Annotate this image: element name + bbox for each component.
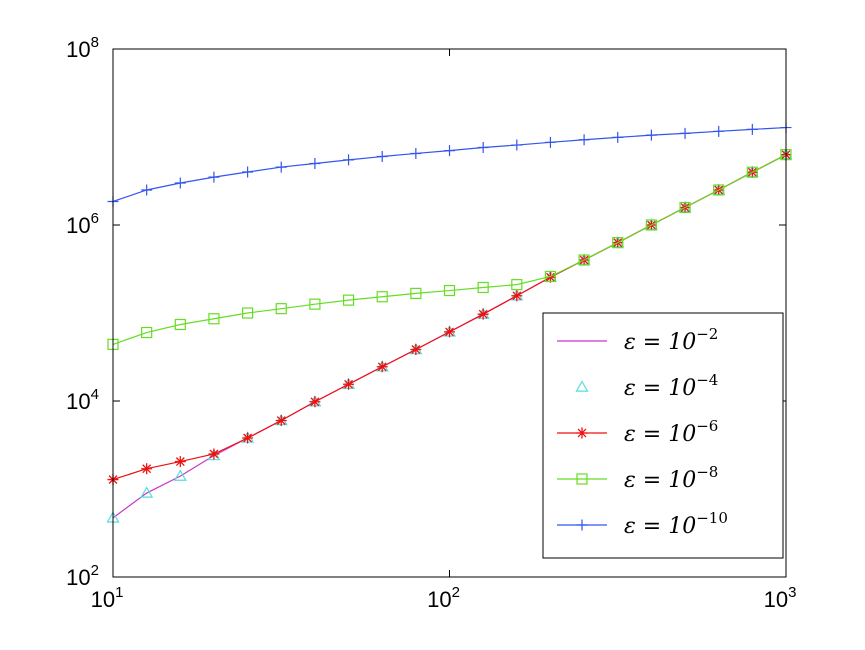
legend-swatch-marker [576, 473, 588, 485]
data-point [208, 313, 220, 325]
legend-item-3: ε = 10−6 [557, 417, 718, 447]
legend-swatch-marker [576, 519, 588, 531]
data-point [511, 139, 523, 151]
data-point [376, 291, 388, 303]
y-tick-label: 104 [66, 386, 99, 414]
data-point [275, 161, 287, 173]
data-point [275, 303, 287, 315]
data-point [612, 131, 624, 143]
data-point [645, 129, 657, 141]
data-point [309, 157, 321, 169]
data-point [309, 298, 321, 310]
data-point [511, 290, 523, 302]
x-tick-label: 102 [427, 584, 460, 612]
legend-label: ε = 10−6 [624, 417, 718, 447]
series-line [112, 154, 787, 345]
legend-label: ε = 10−4 [624, 371, 718, 401]
data-point [343, 154, 355, 166]
data-point [477, 308, 489, 320]
data-point [141, 184, 153, 196]
legend-swatch-marker [576, 427, 588, 439]
legend-box [542, 312, 784, 559]
data-point [242, 307, 254, 319]
data-point [444, 145, 455, 157]
legend: ε = 10−2 ε = 10−4 ε = 10−6 ε = 10−8 ε = 10−1… [542, 312, 784, 559]
legend-item-2: ε = 10−4 [575, 371, 718, 401]
data-point [746, 166, 758, 178]
legend-item-5: ε = 10−10 [557, 509, 728, 539]
legend-label: ε = 10−10 [624, 509, 728, 539]
data-point [511, 279, 523, 291]
data-point [645, 219, 657, 231]
x-tick-label: 103 [764, 584, 797, 612]
data-point [679, 127, 691, 139]
data-point [578, 254, 590, 266]
data-point [410, 287, 422, 300]
data-point [477, 141, 489, 153]
y-tick-label: 102 [66, 562, 99, 590]
data-point [174, 177, 186, 189]
data-point [343, 378, 355, 390]
data-point [140, 486, 154, 498]
data-point [141, 326, 153, 339]
data-point [376, 361, 388, 373]
series-layer [106, 122, 793, 523]
data-point [410, 343, 422, 355]
data-point [410, 147, 422, 159]
x-tick-label: 101 [91, 584, 124, 612]
data-point [174, 318, 186, 331]
data-point [713, 125, 725, 137]
data-point [544, 271, 556, 283]
data-point [174, 456, 186, 468]
series-4 [107, 149, 792, 350]
data-point [612, 237, 624, 249]
data-point [242, 432, 254, 444]
data-point [444, 326, 455, 338]
data-point [309, 396, 321, 408]
data-point [208, 171, 220, 183]
data-point [141, 463, 153, 475]
data-point [208, 448, 220, 460]
legend-item-4: ε = 10−8 [557, 463, 718, 493]
data-point [679, 201, 691, 214]
legend-item-1: ε = 10−2 [557, 325, 718, 355]
data-point [578, 134, 590, 146]
data-point [342, 294, 355, 306]
legend-label: ε = 10−2 [624, 325, 718, 355]
data-point [746, 123, 758, 135]
data-point [242, 166, 254, 178]
y-tick-label: 108 [66, 34, 99, 62]
data-point [173, 469, 187, 481]
data-point [713, 184, 725, 196]
data-point [443, 284, 456, 297]
data-point [376, 151, 388, 163]
data-point [544, 136, 556, 148]
series-5 [107, 122, 792, 207]
data-point [477, 281, 489, 294]
y-tick-label: 106 [66, 210, 99, 238]
legend-label: ε = 10−8 [624, 463, 718, 493]
data-point [544, 270, 557, 283]
legend-swatch-marker [575, 380, 589, 392]
data-point [275, 415, 287, 427]
